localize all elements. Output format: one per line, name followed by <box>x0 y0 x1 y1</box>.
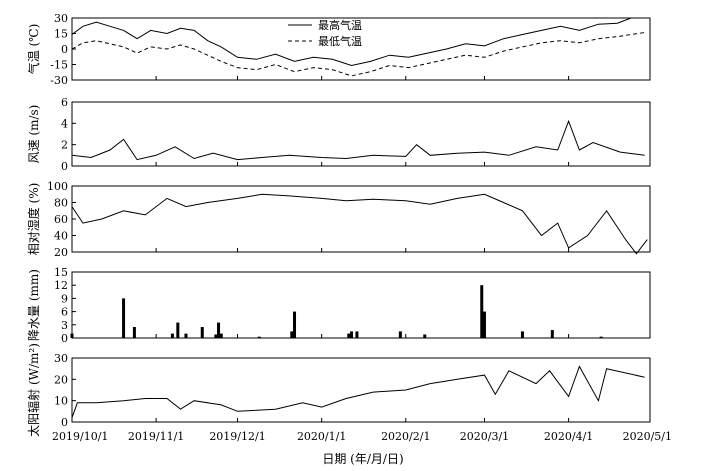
precipitation-frame <box>71 271 651 339</box>
series-layer <box>70 17 648 418</box>
precipitation-bar <box>257 336 261 338</box>
precipitation-bar <box>170 333 174 338</box>
legend-label-max: 最高气温 <box>318 18 362 32</box>
temperature-ytick-label: -15 <box>50 59 68 72</box>
temperature-series-line-2 <box>71 32 645 77</box>
precipitation-ytick-label: 3 <box>61 319 68 332</box>
temperature-ytick-label: 0 <box>61 43 68 56</box>
precipitation-bar <box>219 333 223 338</box>
radiation-ytick-label: 0 <box>61 416 68 429</box>
precipitation-bar <box>347 333 351 338</box>
wind-ytick-label: 6 <box>61 96 68 109</box>
temperature-series-line-1 <box>71 17 632 67</box>
precipitation-bar <box>350 331 354 338</box>
wind-ylabel: 风速 (m/s) <box>27 105 41 164</box>
precipitation-bar <box>550 330 554 338</box>
temperature-ytick-label: -30 <box>50 74 68 87</box>
precipitation-bar <box>214 334 218 338</box>
wind-frame <box>71 101 651 167</box>
x-tick-label: 2020/5/1 <box>623 430 672 443</box>
precipitation-bar <box>132 327 136 338</box>
x-tick-label: 2020/1/1 <box>297 430 346 443</box>
x-tick-label: 2019/11/1 <box>128 430 184 443</box>
precipitation-bar <box>482 311 486 338</box>
radiation-ytick-label: 20 <box>54 373 68 386</box>
precipitation-ytick-label: 12 <box>54 279 68 292</box>
panel-frames <box>71 17 651 423</box>
precipitation-bar <box>290 331 294 338</box>
x-tick-label: 2019/12/1 <box>209 430 265 443</box>
wind-series-line-1 <box>71 119 645 161</box>
humidity-ytick-label: 60 <box>54 213 68 226</box>
legend: 最高气温 最低气温 <box>288 18 362 48</box>
precipitation-bar <box>355 331 359 338</box>
radiation-ytick-label: 10 <box>54 395 68 408</box>
radiation-frame <box>71 357 651 423</box>
precipitation-ylabel: 降水量 (mm) <box>27 269 41 341</box>
precipitation-bar <box>423 334 427 338</box>
x-tick-label: 2020/4/1 <box>544 430 593 443</box>
temperature-ytick-label: 30 <box>54 12 68 25</box>
precipitation-ytick-label: 15 <box>54 266 68 279</box>
humidity-ytick-label: 40 <box>54 230 68 243</box>
precipitation-bar <box>480 285 484 338</box>
radiation-ylabel: 太阳辐射 (W/m²) <box>26 343 41 437</box>
precipitation-ytick-label: 0 <box>61 332 68 345</box>
humidity-series-line-1 <box>71 193 648 255</box>
label-layer: 气温 (℃) 风速 (m/s) 相对湿度 (%) 降水量 (mm) 太阳辐射 (W/m²… <box>26 24 672 443</box>
humidity-frame <box>71 185 651 253</box>
wind-ytick-label: 4 <box>61 117 68 130</box>
precipitation-bar <box>217 322 221 338</box>
radiation-ytick-label: 30 <box>54 352 68 365</box>
precipitation-bar <box>176 322 180 338</box>
legend-label-min: 最低气温 <box>318 34 362 48</box>
precipitation-bar <box>200 327 204 338</box>
humidity-ytick-label: 20 <box>54 246 68 259</box>
humidity-ytick-label: 80 <box>54 197 68 210</box>
temperature-ylabel: 气温 (℃) <box>26 24 41 75</box>
temperature-ytick-label: 15 <box>54 28 68 41</box>
tick-layer: 30150-15-3064201008060402015129630302010… <box>47 12 651 429</box>
precipitation-bar <box>122 298 126 338</box>
precipitation-bar <box>293 311 297 338</box>
x-tick-label: 2019/10/1 <box>52 430 108 443</box>
precipitation-bar <box>398 331 402 338</box>
radiation-series-line-1 <box>71 365 645 418</box>
humidity-ytick-label: 100 <box>47 180 68 193</box>
x-tick-label: 2020/2/1 <box>381 430 430 443</box>
precipitation-bar <box>184 333 188 338</box>
x-tick-label: 2020/3/1 <box>460 430 509 443</box>
precipitation-bar <box>520 331 524 338</box>
x-axis-label: 日期 (年/月/日) <box>322 452 403 466</box>
precipitation-ytick-label: 6 <box>61 306 68 319</box>
precipitation-ytick-label: 9 <box>61 292 68 305</box>
wind-ytick-label: 0 <box>61 160 68 173</box>
wind-ytick-label: 2 <box>61 139 68 152</box>
precipitation-bar <box>599 336 603 338</box>
humidity-ylabel: 相对湿度 (%) <box>26 183 41 256</box>
